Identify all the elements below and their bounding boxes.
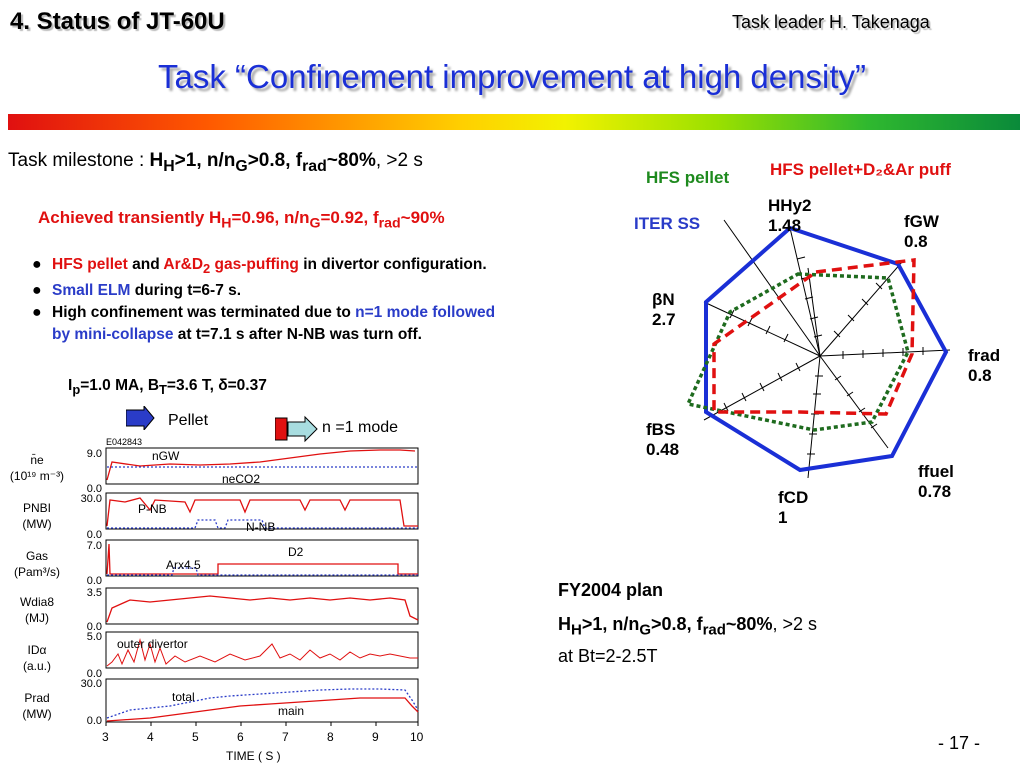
x-tick: 10 xyxy=(410,730,424,744)
bullet-icon: ● xyxy=(32,282,42,300)
legend-iter-ss: ITER SS xyxy=(634,214,701,233)
pellet-label: Pellet xyxy=(168,412,209,429)
ida-trace xyxy=(106,638,418,667)
y-tick: 0.0 xyxy=(86,483,102,495)
x-axis-label: TIME ( S ) xyxy=(226,749,281,763)
iter-ss-polygon xyxy=(704,225,949,473)
page-number: - 17 - xyxy=(938,733,981,753)
plan-field: at Bt=2-2.5T xyxy=(558,646,658,666)
y-tick: 7.0 xyxy=(86,540,102,552)
y-tick: 0.0 xyxy=(86,575,102,587)
prad-main-trace xyxy=(106,697,419,722)
prad-total-trace xyxy=(106,688,419,719)
axis-label-ida: IDα (a.u.) xyxy=(22,643,51,673)
trace-label: neCO2 xyxy=(222,472,261,486)
axis-label-pnbi: PNBI (MW) xyxy=(22,501,52,531)
hfs-pellet-polygon xyxy=(685,272,910,432)
axis-label-ne: n̄e (10¹⁹ m⁻³) xyxy=(9,453,65,483)
pellet-arrow-icon xyxy=(126,406,155,430)
y-tick: 9.0 xyxy=(86,448,102,460)
radar-axis-label: βN 2.7 xyxy=(652,290,676,329)
list-item: ● Small ELM during t=6-7 s. xyxy=(32,280,632,302)
trace-label: outer divertor xyxy=(117,637,188,651)
x-tick: 7 xyxy=(282,730,289,744)
task-milestone: Task milestone : HH>1, n/nG>0.8, frad~80… xyxy=(8,150,423,175)
task-leader: Task leader H. Takenaga xyxy=(732,12,930,32)
axis-label-gas: Gas (Pam³/s) xyxy=(14,549,60,579)
x-tick: 5 xyxy=(192,730,199,744)
trace-label: main xyxy=(278,704,305,718)
x-tick: 9 xyxy=(372,730,379,744)
radar-chart xyxy=(685,219,951,479)
ne-trace xyxy=(106,449,416,481)
d2-trace xyxy=(106,543,418,575)
radar-axis-label: fCD 1 xyxy=(778,488,809,527)
panel-frame xyxy=(105,539,419,577)
radar-axis-label: ffuel 0.78 xyxy=(918,462,954,501)
pnb-trace xyxy=(106,497,418,527)
nmode-arrow-icon xyxy=(275,415,318,443)
y-tick: 30.0 xyxy=(80,678,102,690)
x-tick: 8 xyxy=(327,730,334,744)
axis-label-prad: Prad (MW) xyxy=(22,691,52,721)
x-tick: 6 xyxy=(237,730,244,744)
x-tick: 4 xyxy=(147,730,154,744)
y-tick: 0.0 xyxy=(86,668,102,680)
section-title: 4. Status of JT-60U xyxy=(10,8,225,35)
legend-hfs-pellet: HFS pellet xyxy=(646,168,730,187)
list-item: ● HFS pellet and Ar&D2 gas-puffing in di… xyxy=(32,256,487,277)
wdia-trace xyxy=(106,595,419,623)
y-tick: 30.0 xyxy=(80,493,102,505)
trace-label: Arx4.5 xyxy=(166,558,201,572)
plan-targets: HH>1, n/nG>0.8, frad~80%, >2 s xyxy=(558,614,817,639)
panel-frame xyxy=(105,678,419,723)
x-tick: 3 xyxy=(102,730,109,744)
nmode-label: n =1 mode xyxy=(322,419,399,436)
y-tick: 0.0 xyxy=(86,621,102,633)
hfs-pellet-puff-polygon xyxy=(712,258,916,416)
trace-label: D2 xyxy=(288,545,304,559)
radar-axis-label: frad 0.8 xyxy=(968,346,1001,385)
list-item: ● High confinement was terminated due to… xyxy=(32,304,496,344)
panel-frame xyxy=(105,587,419,625)
panel-frame xyxy=(105,631,419,669)
shot-id: E042843 xyxy=(106,437,143,447)
radar-axis-label: fGW 0.8 xyxy=(904,212,939,251)
panel-frame xyxy=(105,492,419,530)
y-tick: 3.5 xyxy=(86,587,102,599)
gradient-divider xyxy=(8,114,1020,130)
achieved-result: Achieved transiently HH=0.96, n/nG=0.92,… xyxy=(38,208,445,232)
y-tick: 5.0 xyxy=(86,631,102,643)
y-tick: 0.0 xyxy=(86,715,102,727)
radar-axis-label: HHy2 1.48 xyxy=(768,196,812,235)
trace-label: N-NB xyxy=(246,520,276,534)
plasma-conditions: Ip=1.0 MA, BT=3.6 T, δ=0.37 xyxy=(68,377,267,398)
trace-label: total xyxy=(172,690,195,704)
trace-label: nGW xyxy=(152,449,180,463)
page-title: Task “Confinement improvement at high de… xyxy=(158,58,866,95)
bullet-icon: ● xyxy=(32,304,42,322)
y-tick: 0.0 xyxy=(86,529,102,541)
trace-label: P-NB xyxy=(138,502,167,516)
radar-axis-label: fBS 0.48 xyxy=(646,420,680,459)
time-trace-plot xyxy=(105,447,419,726)
panel-frame xyxy=(105,447,419,485)
nnb-trace xyxy=(107,519,418,529)
bullet-list: ● HFS pellet and Ar&D2 gas-puffing in di… xyxy=(32,254,632,346)
bullet-icon: ● xyxy=(32,256,42,273)
axis-label-wdia: Wdia8 (MJ) xyxy=(19,595,54,625)
legend-hfs-pellet-puff: HFS pellet+D₂&Ar puff xyxy=(770,160,951,179)
plan-title: FY2004 plan xyxy=(558,580,664,600)
